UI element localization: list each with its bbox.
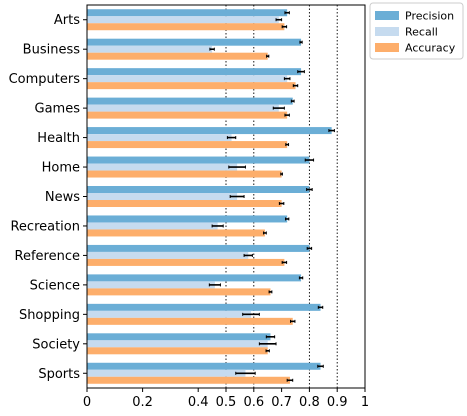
legend-label: Recall bbox=[405, 26, 438, 39]
y-tick-label: Business bbox=[23, 43, 81, 58]
bar-precision bbox=[87, 97, 293, 105]
bar-precision bbox=[87, 186, 310, 193]
legend-label: Precision bbox=[405, 10, 454, 23]
bar-accuracy bbox=[87, 170, 282, 178]
x-tick-label: 0.9 bbox=[327, 395, 348, 410]
bar-precision bbox=[87, 127, 332, 135]
bar-precision bbox=[87, 9, 288, 17]
y-tick-label: Games bbox=[35, 102, 81, 117]
legend-swatch-accuracy bbox=[375, 43, 399, 52]
bar-accuracy bbox=[87, 52, 268, 60]
bar-recall bbox=[87, 16, 279, 24]
bar-precision bbox=[87, 156, 310, 164]
bar-precision bbox=[87, 274, 302, 282]
legend-swatch-recall bbox=[375, 27, 399, 36]
bar-accuracy bbox=[87, 288, 271, 296]
y-tick-label: Sports bbox=[38, 367, 80, 382]
bar-recall bbox=[87, 222, 218, 230]
x-tick-label: 0.4 bbox=[188, 395, 209, 410]
x-tick-label: 0.7 bbox=[271, 395, 292, 410]
bar-recall bbox=[87, 193, 238, 200]
bar-accuracy bbox=[87, 229, 265, 237]
bar-recall bbox=[87, 75, 288, 83]
x-tick-label: 0.8 bbox=[299, 395, 320, 410]
legend-label: Accuracy bbox=[405, 42, 456, 55]
bar-recall bbox=[87, 281, 215, 289]
bar-recall bbox=[87, 163, 238, 171]
bar-accuracy bbox=[87, 200, 282, 207]
bar-precision bbox=[87, 244, 310, 252]
bar-precision bbox=[87, 68, 302, 76]
bar-precision bbox=[87, 215, 288, 223]
bar-accuracy bbox=[87, 23, 285, 31]
y-tick-label: News bbox=[45, 190, 80, 205]
bar-recall bbox=[87, 104, 279, 112]
x-tick-label: 0.2 bbox=[132, 395, 153, 410]
y-tick-label: Shopping bbox=[19, 308, 80, 323]
y-tick-label: Reference bbox=[15, 249, 80, 264]
x-tick-label: 0.5 bbox=[216, 395, 237, 410]
bar-accuracy bbox=[87, 317, 293, 325]
bar-accuracy bbox=[87, 141, 288, 149]
bar-precision bbox=[87, 362, 321, 370]
plot-area: Arts Business Computers Games Health Home News… bbox=[9, 4, 369, 410]
legend-swatch-precision bbox=[375, 11, 399, 20]
y-tick-label: Society bbox=[32, 337, 80, 352]
bar-recall bbox=[87, 45, 213, 53]
bar-accuracy bbox=[87, 82, 296, 90]
bar-recall bbox=[87, 134, 232, 142]
bar-recall bbox=[87, 340, 268, 348]
bar-accuracy bbox=[87, 347, 268, 355]
x-tick-label: 1 bbox=[361, 395, 369, 410]
bar-accuracy bbox=[87, 111, 288, 119]
bar-precision bbox=[87, 38, 302, 46]
y-tick-label: Health bbox=[37, 131, 80, 146]
x-tick-label: 0 bbox=[83, 395, 91, 410]
y-tick-label: Computers bbox=[9, 72, 81, 87]
bar-recall bbox=[87, 251, 249, 259]
y-tick-label: Arts bbox=[54, 13, 80, 28]
legend: Precision Recall Accuracy bbox=[369, 2, 464, 60]
x-tick-label: 0.6 bbox=[243, 395, 264, 410]
bar-recall bbox=[87, 310, 252, 318]
bar-accuracy bbox=[87, 258, 285, 266]
y-tick-label: Recreation bbox=[10, 219, 80, 234]
bar-recall bbox=[87, 369, 246, 377]
bar-precision bbox=[87, 333, 271, 341]
bar-accuracy bbox=[87, 376, 290, 384]
bar-precision bbox=[87, 303, 321, 311]
y-tick-label: Home bbox=[42, 161, 80, 176]
y-tick-label: Science bbox=[30, 278, 80, 293]
